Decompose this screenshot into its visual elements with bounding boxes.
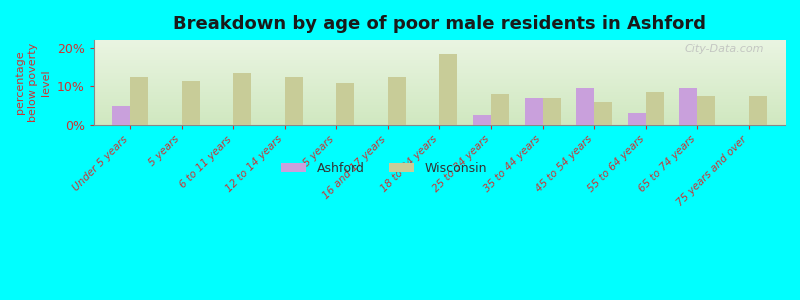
Bar xyxy=(388,77,406,125)
Text: City-Data.com: City-Data.com xyxy=(685,44,764,54)
Bar xyxy=(646,92,664,125)
Bar xyxy=(439,54,458,125)
Bar xyxy=(336,82,354,125)
Bar xyxy=(749,96,767,125)
Bar xyxy=(628,113,646,125)
Title: Breakdown by age of poor male residents in Ashford: Breakdown by age of poor male residents … xyxy=(173,15,706,33)
Bar xyxy=(594,102,612,125)
Bar xyxy=(491,94,509,125)
Bar xyxy=(473,115,491,125)
Legend: Ashford, Wisconsin: Ashford, Wisconsin xyxy=(277,157,492,180)
Y-axis label: percentage
below poverty
level: percentage below poverty level xyxy=(15,43,51,122)
Bar xyxy=(112,106,130,125)
Bar xyxy=(130,77,148,125)
Bar xyxy=(525,98,542,125)
Bar xyxy=(542,98,561,125)
Bar xyxy=(233,73,251,125)
Bar xyxy=(285,77,302,125)
Bar xyxy=(698,96,715,125)
Bar xyxy=(679,88,698,125)
Bar xyxy=(182,81,199,125)
Bar xyxy=(576,88,594,125)
